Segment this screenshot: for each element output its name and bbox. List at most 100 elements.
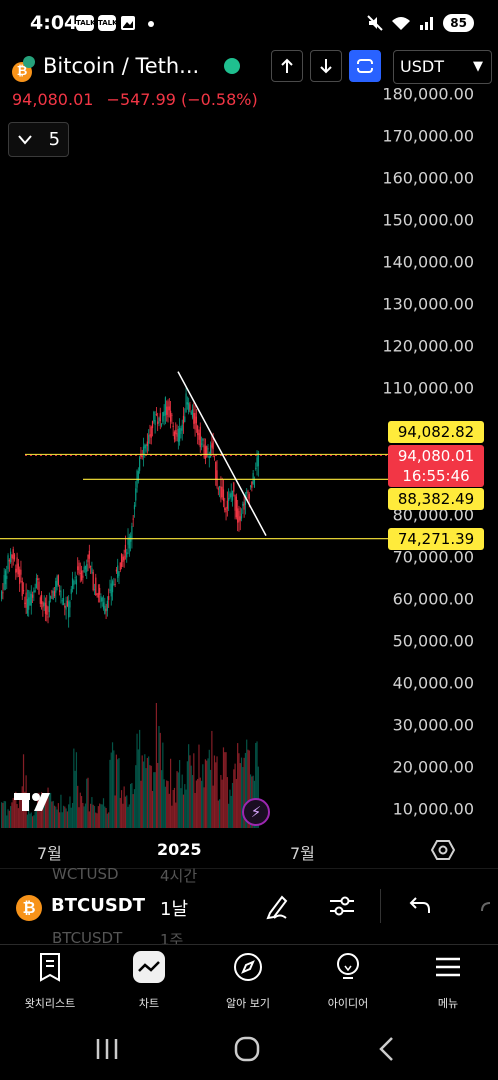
volume-bar [19,795,21,828]
back-button[interactable] [372,1034,402,1064]
volume-bar [222,747,225,828]
currency-select[interactable]: USDT ▼ [393,50,492,84]
volume-bar [87,777,89,828]
wifi-icon [392,17,411,30]
mid-line-tag[interactable]: 88,382.49 [388,488,484,510]
candle-body [190,411,192,415]
volume-bar [180,788,182,828]
market-open-icon [224,58,240,74]
volume-bar [73,748,75,828]
volume-bar [238,753,240,828]
battery-badge: 85 [443,14,474,32]
candle-body [60,590,62,598]
volume-bar [118,758,120,828]
candle-body [7,555,9,570]
volume-bar [75,752,78,828]
volume-bar [47,787,49,828]
candle-body [124,544,127,553]
volume-bar [230,795,232,828]
price-change: −547.99 (−0.58%) [106,90,258,109]
chevron-down-icon: ▼ [473,59,483,74]
candle-body [182,415,185,424]
home-button[interactable] [232,1034,262,1064]
volume-bar [77,785,79,828]
candle-body [30,593,32,606]
chart-settings-icon[interactable] [431,838,455,862]
candle-body [137,471,139,481]
volume-bar [237,743,239,828]
candle-body [154,420,156,426]
volume-bar [86,778,88,828]
candle-body [75,579,78,585]
symbol-title[interactable]: Bitcoin / Teth... [43,54,200,78]
candle-body [79,572,81,574]
nav-menu[interactable]: 메뉴 [398,951,498,1011]
pen-icon [266,895,288,920]
nav-chart[interactable]: 차트 [99,951,199,1011]
candle-body [96,594,98,596]
candle-body [132,518,134,520]
recent-apps-button[interactable] [92,1034,122,1064]
scroll-down-button[interactable] [310,50,342,82]
volume-bar [30,812,32,828]
high-line-tag[interactable]: 94,082.82 [388,421,484,443]
volume-bar [163,779,165,828]
sliders-icon [330,896,354,916]
volume-bar [70,807,72,828]
volume-bar [50,792,52,828]
volume-bar [167,781,169,828]
undo-button[interactable] [403,889,437,923]
redo-icon [481,902,491,912]
candle-body [52,590,54,600]
candle-body [22,589,25,592]
volume-bar [133,789,136,828]
volume-bar [171,805,173,828]
candle-body [158,417,160,423]
indicator-toggle[interactable]: 5 [8,122,69,157]
trendline [177,371,267,536]
y-tick-label: 140,000.00 [382,252,474,272]
candle-body [55,581,57,593]
symbol-picker[interactable]: BTCUSDT [51,895,146,916]
candle-body [43,602,45,607]
candle-body [77,566,79,571]
indicators-button[interactable] [325,889,359,923]
candle-body [97,592,99,598]
fullscreen-button[interactable] [349,50,381,82]
candle-body [74,577,76,579]
talk-badge-icon: TALK [98,15,118,31]
y-tick-label: 10,000.00 [392,799,474,819]
volume-bar [206,760,208,828]
nav-watchlist[interactable]: 왓치리스트 [0,951,100,1011]
price-chart[interactable] [0,0,498,868]
drawing-tools-button[interactable] [260,889,294,923]
volume-bar [173,787,176,828]
nav-explore[interactable]: 알아 보기 [198,951,298,1011]
volume-bar [15,791,17,828]
volume-bar [97,806,99,828]
candle-body [46,605,48,615]
candle-body [242,503,244,506]
volume-bar [220,775,222,828]
candle-body [153,411,155,422]
volume-bar [51,801,53,828]
volume-bar [189,755,191,828]
redo-button[interactable] [472,889,498,923]
nav-ideas[interactable]: 아이디어 [298,951,398,1011]
candle-body [25,592,27,608]
arrow-down-icon [320,59,332,74]
volume-bar [44,799,47,828]
volume-bar [115,754,118,828]
volume-bar [248,750,250,828]
candle-body [39,597,41,604]
interval-picker[interactable]: 1날 [160,899,189,920]
candle-body [86,564,88,572]
lightning-icon[interactable]: ⚡ [242,798,270,826]
volume-bar [256,741,258,828]
scroll-up-button[interactable] [271,50,303,82]
candle-body [226,500,228,509]
low-line-tag[interactable]: 74,271.39 [388,528,484,550]
candle-body [146,441,148,447]
volume-bar [244,752,247,828]
volume-bar [132,794,134,828]
